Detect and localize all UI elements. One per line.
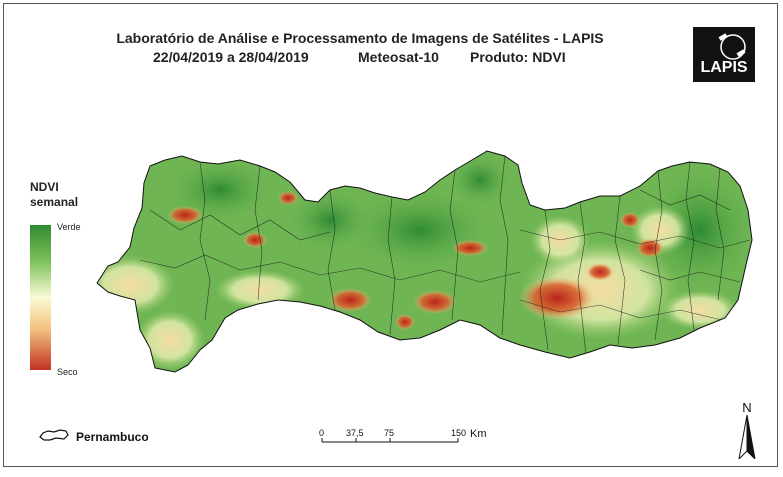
pernambuco-label: Pernambuco	[76, 430, 149, 444]
scale-tick-0: 0	[319, 428, 325, 438]
scale-unit: Km	[470, 428, 487, 440]
product-name: Produto: NDVI	[470, 49, 566, 65]
scale-tick-3: 150	[451, 428, 467, 438]
north-label: N	[742, 400, 752, 415]
logo-text: LAPIS	[700, 59, 748, 76]
legend-bottom-label: Seco	[57, 367, 78, 377]
scale-tick-1: 37,5	[346, 428, 364, 438]
scale-bar	[321, 438, 459, 443]
legend-color-bar	[30, 225, 51, 370]
north-arrow-icon	[738, 414, 756, 461]
legend-title-line1: NDVI	[30, 180, 59, 194]
pernambuco-outline-icon	[39, 429, 69, 441]
legend-title: NDVI semanal	[30, 180, 78, 210]
north-arrow: N	[738, 400, 756, 464]
satellite-name: Meteosat-10	[358, 49, 439, 65]
lapis-logo: LAPIS	[693, 27, 755, 82]
legend-title-line2: semanal	[30, 195, 79, 209]
date-range: 22/04/2019 a 28/04/2019	[153, 49, 309, 65]
satellite-icon	[718, 33, 746, 60]
scale-tick-2: 75	[384, 428, 395, 438]
state-outline	[96, 150, 753, 373]
map-title: Laboratório de Análise e Processamento d…	[116, 30, 604, 46]
map-frame	[3, 3, 778, 467]
legend-top-label: Verde	[57, 222, 81, 232]
